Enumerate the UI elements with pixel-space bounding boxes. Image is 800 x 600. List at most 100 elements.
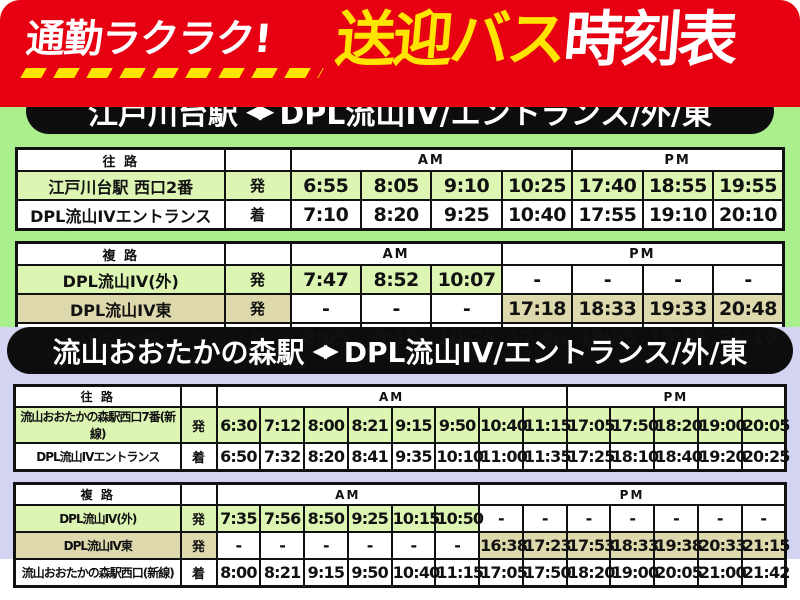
- station-cell: DPL流山IVエントランス: [15, 199, 226, 231]
- time-cell: 6:50: [215, 442, 262, 472]
- section-edogawadai: 江戸川台駅 ◀▶ DPL流山IV/エントランス/外/東 往 路 AM PM 江戸川台駅…: [0, 88, 800, 354]
- time-cell: -: [434, 531, 481, 560]
- mark-column-header: [223, 147, 292, 172]
- time-cell: 9:25: [346, 504, 393, 533]
- time-cell: 19:55: [712, 170, 785, 201]
- time-cell: 9:10: [430, 170, 503, 201]
- route-banner-station: 流山おおたかの森駅: [52, 335, 305, 369]
- time-cell: 11:35: [521, 442, 572, 472]
- time-cell: 20:25: [740, 442, 790, 472]
- station-cell: DPL流山IV(外): [13, 504, 182, 533]
- route-banner-destination: DPL流山IV/エントランス/外/東: [343, 335, 748, 369]
- time-cell: 8:52: [359, 264, 433, 295]
- time-cell: -: [696, 504, 743, 533]
- depart-arrive-mark-cell: 発: [179, 531, 218, 560]
- time-cell: 19:00: [696, 406, 747, 444]
- depart-arrive-mark-cell: 発: [223, 170, 292, 201]
- table-header-row: 複 路 AM PM: [13, 482, 787, 506]
- timetable-row: DPL流山IV東発 - - - - - -16:38 17:23 17:53 18:33 19:38…: [13, 531, 790, 560]
- time-cell: 20:33: [696, 531, 747, 560]
- title-timetable-text: 時刻表: [560, 5, 738, 75]
- timetable-row: DPL流山IVエントランス着 6:50 7:32 8:20 8:41 9:35 10:10 1…: [13, 442, 790, 472]
- time-cell: 10:50: [434, 504, 484, 533]
- time-cell: -: [653, 504, 699, 533]
- time-cell: 17:05: [565, 406, 615, 444]
- time-cell: 18:33: [609, 531, 659, 560]
- route-banner-otakanomori: 流山おおたかの森駅 ◀▶ DPL流山IV/エントランス/外/東: [7, 327, 793, 374]
- time-cell: 18:20: [565, 558, 615, 588]
- timetable-row: 流山おおたかの森駅西口(新線) 着 8:00 8:21 9:15 9:50 10:40 11:…: [13, 558, 790, 588]
- mark-column-header: [223, 241, 292, 266]
- time-cell: 21:15: [740, 531, 790, 560]
- timetable-otakanomori-outbound: 往 路 AM PM 流山おおたかの森駅西口7番(新線) 発 6:30 7:12 8:00 8:2…: [13, 384, 790, 472]
- time-cell: 20:05: [740, 406, 790, 444]
- time-cell: 8:21: [346, 406, 393, 444]
- pm-header: PM: [478, 482, 787, 506]
- am-header: AM: [289, 241, 503, 266]
- time-cell: -: [641, 264, 715, 295]
- time-cell: 11:15: [521, 406, 572, 444]
- time-cell: 18:40: [653, 442, 703, 472]
- time-cell: 8:21: [259, 558, 306, 588]
- table-header-row: 往 路 AM PM: [13, 384, 787, 408]
- time-cell: 10:40: [478, 406, 528, 444]
- time-cell: 19:20: [696, 442, 747, 472]
- time-cell: -: [740, 504, 787, 533]
- time-cell: 8:50: [303, 504, 349, 533]
- time-cell: 17:25: [565, 442, 615, 472]
- time-cell: -: [259, 531, 306, 560]
- time-cell: -: [478, 504, 524, 533]
- time-cell: 19:00: [609, 558, 659, 588]
- station-cell: 流山おおたかの森駅西口7番(新線): [13, 406, 182, 444]
- depart-arrive-mark-cell: 着: [179, 558, 218, 588]
- time-cell: 17:23: [521, 531, 572, 560]
- timetable-row: DPL流山IV東発 - - -17:18 18:33 19:33 20:48: [15, 293, 785, 324]
- time-cell: 11:15: [434, 558, 484, 588]
- time-cell: 8:00: [303, 406, 349, 444]
- time-cell: 21:42: [740, 558, 790, 588]
- time-cell: 8:20: [359, 199, 433, 231]
- time-cell: 7:35: [215, 504, 262, 533]
- station-cell: 流山おおたかの森駅西口(新線): [13, 558, 182, 588]
- depart-arrive-mark-cell: 着: [179, 442, 218, 472]
- time-cell: 7:12: [259, 406, 306, 444]
- time-cell: 18:10: [609, 442, 659, 472]
- time-cell: 17:50: [521, 558, 572, 588]
- time-cell: 17:18: [500, 293, 574, 324]
- depart-arrive-mark-cell: 発: [179, 406, 218, 444]
- time-cell: 6:30: [215, 406, 262, 444]
- direction-label: 往 路: [15, 147, 226, 172]
- direction-label: 複 路: [13, 482, 182, 506]
- mark-column-header: [179, 384, 218, 408]
- time-cell: 9:25: [430, 199, 503, 231]
- dashed-underline: [20, 68, 324, 78]
- timetable-row: DPL流山IV(外) 発 7:47 8:52 10:07- - - -: [15, 264, 785, 295]
- pm-header: PM: [571, 147, 785, 172]
- time-cell: -: [712, 264, 785, 295]
- time-cell: 17:40: [571, 170, 644, 201]
- am-header: AM: [215, 482, 481, 506]
- title-left-block: 通勤ラクラク!: [20, 17, 326, 78]
- timetable-row: DPL流山IVエントランス着 7:10 8:20 9:25 10:40 17:55 19:1…: [15, 199, 785, 231]
- time-cell: 7:47: [289, 264, 362, 295]
- depart-arrive-mark-cell: 発: [179, 504, 218, 533]
- direction-label: 複 路: [15, 241, 226, 266]
- time-cell: 10:15: [390, 504, 440, 533]
- time-cell: 10:40: [390, 558, 440, 588]
- time-cell: 20:10: [712, 199, 785, 231]
- time-cell: 9:15: [303, 558, 349, 588]
- table-header-row: 往 路 AM PM: [15, 147, 785, 172]
- time-cell: -: [359, 293, 433, 324]
- time-cell: 9:35: [390, 442, 437, 472]
- time-cell: 19:10: [641, 199, 715, 231]
- time-cell: 17:55: [571, 199, 644, 231]
- table-header-row: 複 路 AM PM: [15, 241, 785, 266]
- pm-header: PM: [500, 241, 785, 266]
- time-cell: 8:00: [215, 558, 262, 588]
- time-cell: 9:15: [390, 406, 437, 444]
- poster-title: 通勤ラクラク! 送迎バス 時刻表: [0, 0, 800, 78]
- time-cell: 19:33: [641, 293, 715, 324]
- am-header: AM: [215, 384, 568, 408]
- pm-header: PM: [565, 384, 787, 408]
